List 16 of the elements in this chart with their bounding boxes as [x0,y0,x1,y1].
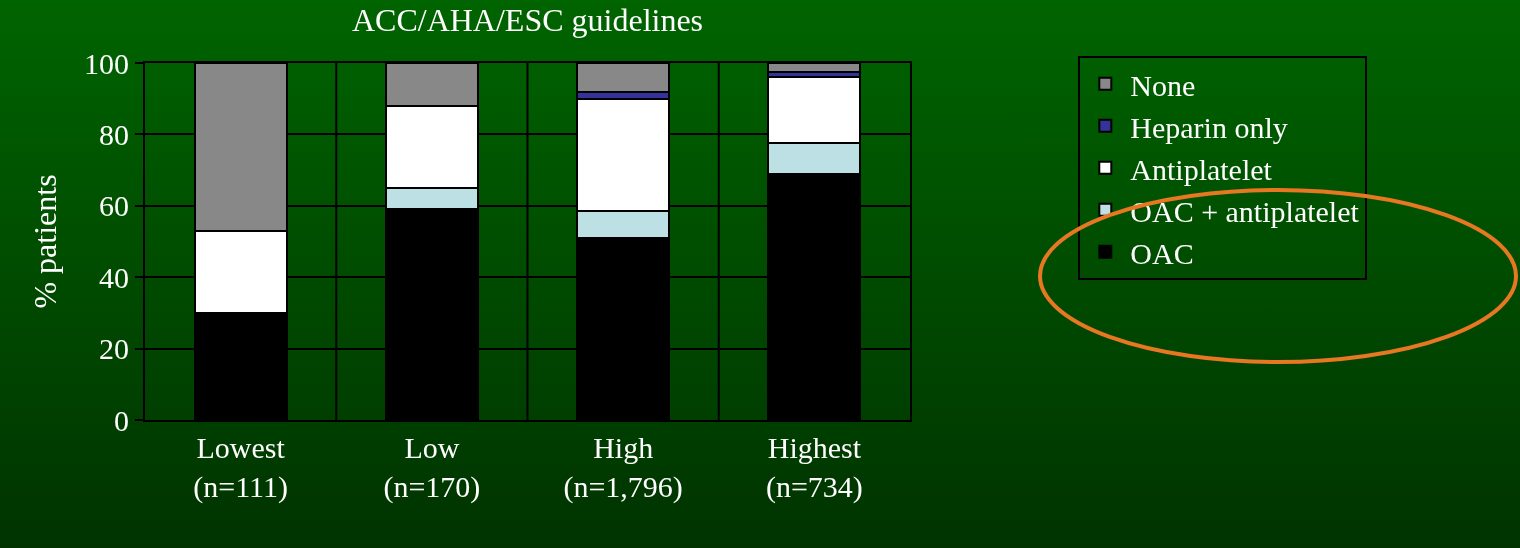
chart-title: ACC/AHA/ESC guidelines [351,1,704,38]
y-tick-label: 40 [99,260,129,294]
legend-label: Antiplatelet [1130,152,1273,186]
x-tick-label: Lowest (n=111) [193,431,288,504]
x-tick-label: Highest (n=734) [765,431,863,504]
legend-label: Heparin only [1130,110,1288,144]
y-tick-label: 80 [99,117,129,151]
legend-label: OAC [1130,236,1194,270]
y-axis-title: % patients [26,174,63,309]
x-tick-label: High (n=1,796) [563,431,683,504]
y-tick-label: 0 [114,403,129,437]
x-tick-label: Low (n=170) [383,431,481,504]
y-tick-label: 100 [84,46,129,80]
y-tick-label: 60 [99,189,129,223]
y-tick-label: 20 [99,332,129,366]
legend-label: None [1130,68,1196,102]
